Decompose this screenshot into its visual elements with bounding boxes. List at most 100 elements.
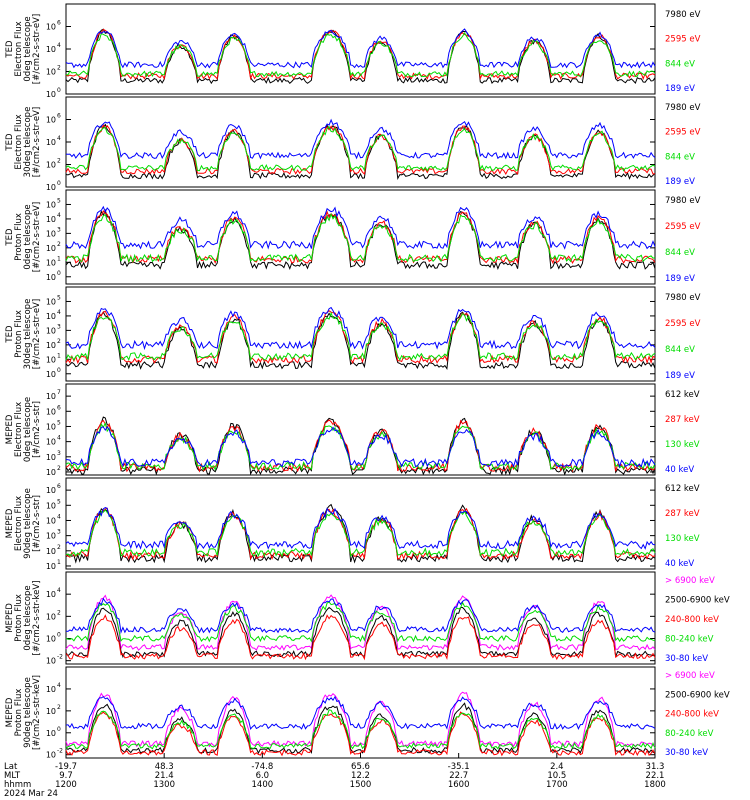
y-tick-exponent: 7	[57, 389, 61, 396]
y-tick-exponent: 0	[57, 367, 61, 374]
y-tick-exponent: 0	[57, 87, 61, 94]
y-tick-label: 10	[46, 183, 56, 192]
series-line-2	[65, 123, 656, 176]
y-tick-exponent: 2	[57, 65, 61, 72]
y-tick-exponent: 5	[57, 294, 61, 301]
y-axis-label-line: [#/cm2-s-str-keV]	[32, 675, 42, 750]
y-axis-label-line: 0deg telescope	[23, 204, 33, 269]
series-line-4	[65, 306, 656, 351]
y-tick-label: 10	[46, 200, 56, 209]
y-axis-label-line: MEPED	[5, 603, 15, 633]
y-tick-label: 10	[46, 635, 56, 644]
y-tick-exponent: 2	[57, 338, 61, 345]
series-line-4	[65, 205, 656, 250]
y-tick-label: 10	[46, 501, 56, 510]
series-line-4	[65, 507, 656, 550]
series-line-3	[65, 614, 656, 661]
y-tick-label: 10	[46, 468, 56, 477]
x-tick-label: 31.3	[646, 762, 665, 772]
y-tick-exponent: 4	[57, 587, 61, 594]
y-tick-label: 10	[46, 297, 56, 306]
y-tick-exponent: -2	[57, 654, 63, 661]
legend-entry: 189 eV	[665, 274, 695, 284]
series-line-3	[65, 421, 656, 472]
y-tick-label: 10	[46, 751, 56, 760]
x-tick-label: 1500	[350, 780, 372, 790]
y-axis-label-line: Electron Flux	[14, 496, 24, 551]
legend-entry: 130 keV	[665, 440, 700, 450]
x-tick-label: 21.4	[155, 771, 174, 781]
x-tick-label: 2.4	[550, 762, 564, 772]
legend-entry: 240-800 keV	[665, 710, 719, 720]
legend-entry: 7980 eV	[665, 196, 701, 206]
y-axis-label-line: 90deg telescope	[23, 677, 33, 748]
y-tick-exponent: 2	[57, 465, 61, 472]
series-line-3	[65, 509, 656, 558]
series-line-1	[65, 310, 656, 371]
x-tick-label: 48.3	[155, 762, 174, 772]
y-tick-exponent: 0	[57, 632, 61, 639]
y-tick-label: 10	[46, 229, 56, 238]
x-tick-label: 65.6	[351, 762, 370, 772]
y-axis-label-line: [#/cm2-s-str]	[32, 495, 42, 552]
series-line-2	[65, 28, 656, 81]
y-tick-exponent: 3	[57, 450, 61, 457]
legend-entry: 130 keV	[665, 534, 700, 544]
x-tick-label: -74.8	[251, 762, 273, 772]
y-tick-exponent: 1	[57, 559, 61, 566]
x-tick-label: -35.1	[448, 762, 470, 772]
y-tick-exponent: 6	[57, 20, 61, 27]
series-line-4	[65, 709, 656, 750]
y-axis-label-line: TED	[5, 40, 15, 59]
legend-entry: 40 keV	[665, 465, 694, 475]
y-tick-exponent: 4	[57, 42, 61, 49]
x-tick-label: 1400	[252, 780, 274, 790]
y-axis-label-line: MEPED	[5, 697, 15, 727]
y-axis-label-line: 30deg telescope	[23, 299, 33, 370]
y-tick-label: 10	[46, 68, 56, 77]
y-tick-label: 10	[46, 116, 56, 125]
series-line-2	[65, 310, 656, 365]
panel-frame	[65, 383, 656, 476]
legend-entry: 2500-6900 keV	[665, 596, 730, 606]
legend-entry: 30-80 keV	[665, 748, 708, 758]
y-axis-label-line: Electron Flux	[14, 402, 24, 457]
y-tick-label: 10	[46, 244, 56, 253]
x-tick-label: 1800	[644, 780, 666, 790]
x-tick-label: 1600	[448, 780, 470, 790]
legend-entry: 612 keV	[665, 390, 700, 400]
y-axis-label-line: [#/cm2-s-str]	[32, 401, 42, 458]
date-label: 2024 Mar 24	[4, 789, 58, 799]
y-tick-label: 10	[46, 422, 56, 431]
y-axis-label-line: Proton Flux	[14, 594, 24, 642]
y-tick-exponent: 2	[57, 609, 61, 616]
series-line-1	[65, 594, 656, 652]
x-row-label: MLT	[4, 771, 21, 781]
y-axis-label-line: 90deg telescope	[23, 488, 33, 559]
y-tick-exponent: 4	[57, 435, 61, 442]
y-tick-label: 10	[46, 590, 56, 599]
y-tick-label: 10	[46, 657, 56, 666]
y-tick-exponent: 1	[57, 255, 61, 262]
y-axis-label-line: Proton Flux	[14, 689, 24, 737]
y-tick-label: 10	[46, 729, 56, 738]
series-line-1	[65, 208, 656, 271]
y-tick-label: 10	[46, 707, 56, 716]
y-tick-label: 10	[46, 453, 56, 462]
x-row-label: hhmm	[4, 780, 31, 790]
series-line-3	[65, 212, 656, 264]
y-tick-exponent: 5	[57, 197, 61, 204]
x-row-label: Lat	[4, 762, 18, 772]
series-line-4	[65, 118, 656, 160]
x-tick-label: 1300	[153, 780, 175, 790]
y-tick-label: 10	[46, 161, 56, 170]
legend-entry: 287 keV	[665, 415, 700, 425]
y-tick-label: 10	[46, 45, 56, 54]
series-line-1	[65, 691, 656, 749]
panel-frame	[65, 477, 656, 570]
y-tick-label: 10	[46, 355, 56, 364]
